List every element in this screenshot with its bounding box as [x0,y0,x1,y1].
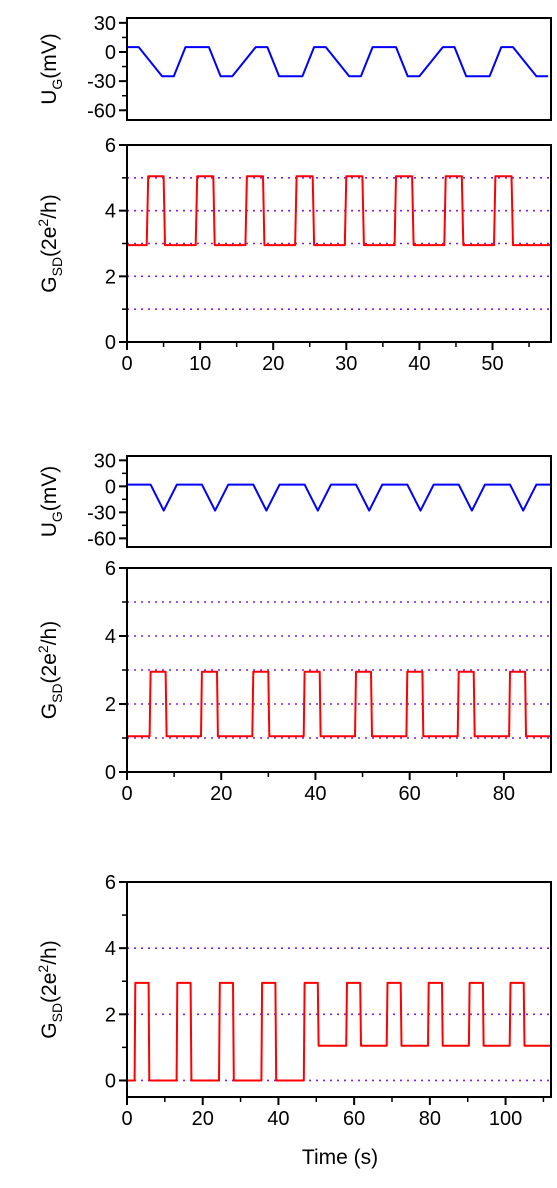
y-tick-label: 6 [105,872,116,894]
panel-1a: 30 0 -30 -60 UG(mV) [38,13,552,122]
y-tick-label: 30 [94,13,116,35]
x-tick-label: 20 [210,783,232,805]
y-tick-label: 0 [105,1070,116,1092]
x-tick-label: 30 [335,353,357,375]
y-tick-label: 2 [105,266,116,288]
series-line [127,175,551,247]
series-line [127,670,551,738]
x-axis-title: Time (s) [302,1146,378,1169]
y-tick-label: 2 [105,1004,116,1026]
panel-1b: 0 2 4 6 0 10 20 30 40 50 GSD(2e2/h) [35,135,552,375]
x-tick-label: 0 [121,353,132,375]
y-tick-label: 0 [105,476,116,498]
y-tick-label: 0 [105,762,116,784]
x-tick-label: 60 [343,1108,365,1130]
y-tick-label: 6 [105,558,116,580]
y-axis-title: UG(mV) [38,33,65,105]
y-tick-label: 6 [105,135,116,157]
x-tick-label: 10 [189,353,211,375]
y-axis-title: GSD(2e2/h) [35,194,65,292]
x-tick-label: 80 [493,783,515,805]
series-line [127,483,551,512]
x-tick-label: 0 [121,1108,132,1130]
x-tick-label: 40 [267,1108,289,1130]
x-tick-label: 50 [481,353,503,375]
y-tick-label: 30 [94,450,116,472]
panel-2a: 30 0 -30 -60 UG(mV) [38,450,552,550]
x-tick-label: 60 [399,783,421,805]
x-tick-label: 100 [489,1108,522,1130]
y-axis-title: UG(mV) [38,466,65,538]
y-axis-title: GSD(2e2/h) [35,940,65,1038]
y-tick-label: 4 [105,938,116,960]
y-tick-label: -60 [87,100,116,122]
y-tick-label: -30 [87,71,116,93]
y-axis-title: GSD(2e2/h) [35,621,65,719]
series-line [127,46,549,78]
plot-frame [126,455,552,548]
x-tick-label: 20 [262,353,284,375]
x-tick-label: 40 [408,353,430,375]
x-tick-label: 20 [192,1108,214,1130]
y-tick-label: 0 [105,42,116,64]
y-tick-label: 4 [105,626,116,648]
y-tick-label: -60 [87,528,116,550]
plot-frame [126,881,552,1098]
x-tick-label: 40 [304,783,326,805]
plot-frame [126,17,552,121]
y-tick-label: -30 [87,502,116,524]
y-tick-label: 2 [105,694,116,716]
y-tick-label: 0 [105,332,116,354]
x-tick-label: 0 [121,783,132,805]
x-tick-label: 80 [419,1108,441,1130]
series-line [127,981,551,1082]
y-tick-label: 4 [105,201,116,223]
